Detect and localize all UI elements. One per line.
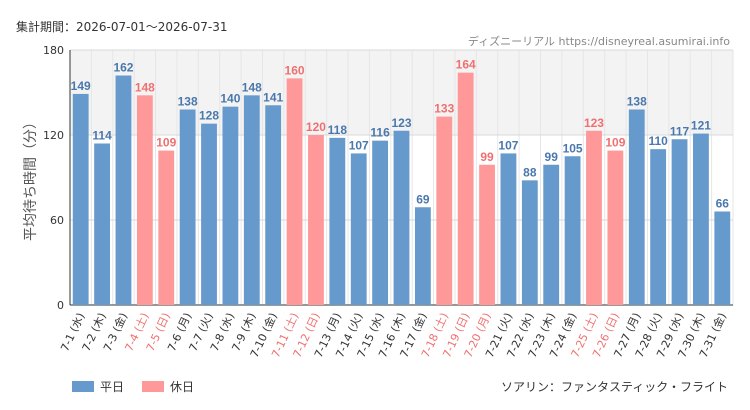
bar-value-label: 148	[242, 80, 262, 94]
bar[interactable]	[265, 105, 282, 305]
bar-value-label: 107	[349, 138, 369, 152]
legend-swatch-weekday	[72, 381, 94, 392]
bar-value-label: 99	[480, 150, 494, 164]
bar-value-label: 105	[563, 141, 583, 155]
bar-value-label: 164	[456, 58, 476, 72]
bar-value-label: 99	[545, 150, 559, 164]
bar[interactable]	[607, 150, 624, 305]
legend-item-holiday[interactable]: 休日	[142, 378, 194, 395]
bar[interactable]	[414, 207, 431, 305]
bar-value-label: 162	[113, 61, 133, 75]
attraction-name: ソアリン：ファンタスティック・フライト	[500, 380, 728, 394]
bar[interactable]	[372, 140, 389, 305]
bar[interactable]	[350, 153, 367, 305]
bar[interactable]	[201, 123, 217, 306]
bar[interactable]	[72, 93, 89, 306]
legend-item-weekday[interactable]: 平日	[72, 378, 124, 395]
bar[interactable]	[222, 106, 239, 306]
bar-value-label: 133	[434, 102, 454, 116]
bar-value-label: 120	[306, 120, 326, 134]
bar[interactable]	[457, 72, 474, 306]
bar[interactable]	[393, 130, 410, 305]
bar-value-label: 141	[263, 90, 283, 104]
bar[interactable]	[671, 139, 688, 305]
bar[interactable]	[543, 164, 560, 305]
bar[interactable]	[714, 211, 731, 306]
site-credit: ディズニーリアル https://disneyreal.asumirai.inf…	[467, 35, 730, 48]
legend-swatch-holiday	[142, 381, 165, 392]
bar-value-label: 110	[648, 134, 668, 148]
bar-value-label: 107	[498, 138, 518, 152]
bar-value-label: 69	[416, 192, 430, 206]
bar-value-label: 118	[328, 123, 348, 137]
bar[interactable]	[243, 95, 260, 305]
legend: 平日 休日	[72, 378, 194, 395]
bar-value-label: 109	[605, 136, 625, 150]
bar-value-label: 123	[584, 116, 604, 130]
y-tick-label: 120	[43, 129, 64, 142]
bar-value-label: 123	[391, 116, 411, 130]
y-tick-label: 0	[57, 299, 64, 312]
bar[interactable]	[500, 153, 517, 305]
bar[interactable]	[179, 109, 196, 306]
bar[interactable]	[136, 95, 153, 305]
bar[interactable]	[329, 137, 346, 305]
bar[interactable]	[650, 149, 667, 305]
bar[interactable]	[308, 135, 324, 305]
bar[interactable]	[158, 150, 175, 305]
bar-value-label: 116	[370, 126, 390, 140]
legend-label-weekday: 平日	[100, 380, 125, 394]
bar-value-label: 138	[178, 95, 198, 109]
bar-value-label: 140	[220, 92, 240, 106]
bar[interactable]	[521, 180, 538, 305]
y-tick-label: 180	[43, 44, 64, 57]
bar[interactable]	[586, 130, 602, 305]
bar[interactable]	[436, 116, 453, 305]
legend-label-holiday: 休日	[170, 380, 195, 394]
bar[interactable]	[479, 164, 495, 305]
bar[interactable]	[115, 75, 132, 306]
bar-value-label: 88	[523, 165, 537, 179]
bar-value-label: 114	[92, 129, 112, 143]
bar[interactable]	[628, 109, 645, 306]
bar-value-label: 160	[285, 63, 305, 77]
bar-value-label: 148	[135, 80, 155, 94]
bar-value-label: 138	[627, 95, 647, 109]
bar-value-label: 109	[156, 136, 176, 150]
bar[interactable]	[94, 143, 110, 306]
bar-value-label: 149	[71, 79, 91, 93]
bar-value-label: 66	[716, 197, 730, 211]
bar-value-label: 121	[691, 119, 711, 133]
bar[interactable]	[693, 133, 709, 305]
bar[interactable]	[564, 156, 581, 305]
bar-value-label: 117	[670, 124, 690, 138]
bar-value-label: 128	[199, 109, 219, 123]
bar[interactable]	[286, 78, 303, 305]
y-tick-label: 60	[50, 214, 64, 227]
period-label: 集計期間：2026-07-01〜2026-07-31	[16, 20, 228, 34]
